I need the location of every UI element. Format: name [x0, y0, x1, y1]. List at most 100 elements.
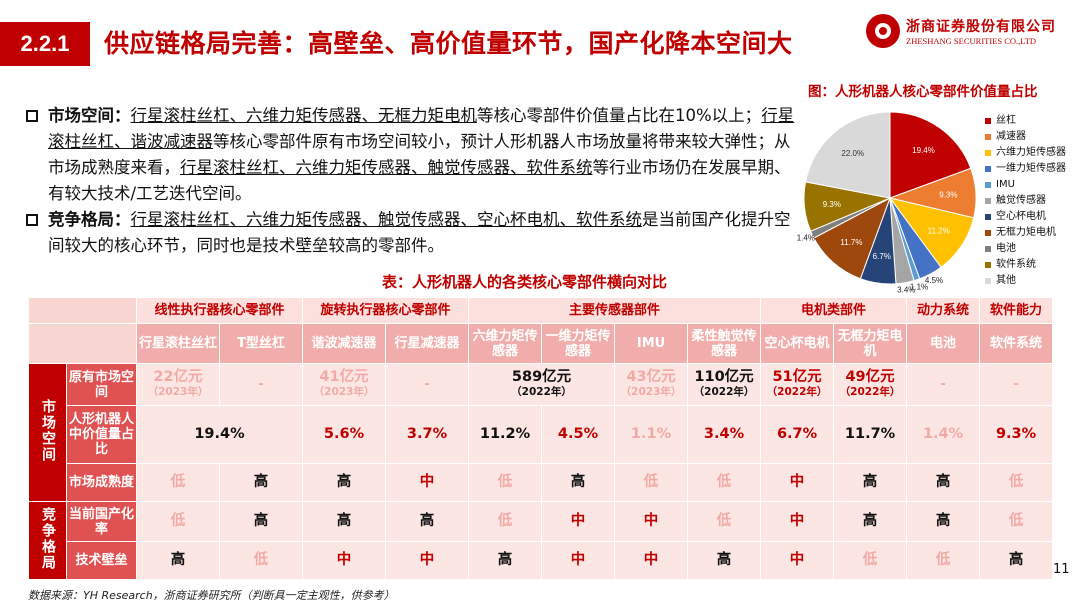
table-cell: 高 — [302, 463, 387, 502]
corner-cell — [28, 297, 137, 324]
legend-label: IMU — [996, 179, 1015, 190]
table-cell: 51亿元 （2022年） — [760, 363, 835, 406]
table-cell: 低 — [906, 541, 981, 580]
table-cell: 高 — [687, 541, 762, 580]
table-cell: 中 — [614, 501, 689, 542]
bullet-competition: 竞争格局：行星滚柱丝杠、六维力矩传感器、触觉传感器、空心杯电机、软件系统是当前国… — [26, 207, 806, 259]
table-cell: 41亿元 （2023年） — [302, 363, 387, 406]
table-cell: 22亿元 （2023年） — [136, 363, 220, 406]
table-cell: 高 — [541, 463, 616, 502]
pie-chart-title: 图：人形机器人核心零部件价值量占比 — [808, 84, 1038, 100]
table-cell: 6.7% — [760, 405, 835, 464]
component-header: 软件系统 — [979, 323, 1054, 364]
legend-item: 减速器 — [985, 129, 1066, 145]
legend-swatch — [985, 150, 991, 156]
group-header: 动力系统 — [906, 297, 981, 324]
page-title: 供应链格局完善：高壁垒、高价值量环节，国产化降本空间大 — [104, 29, 793, 58]
table-cell: 低 — [136, 501, 220, 542]
table-cell: 中 — [541, 541, 616, 580]
pie-legend: 丝杠 减速器 六维力矩传感器 一维力矩传感器 IMU 触觉传感器 空心杯电机 无框力矩电机 电池… — [985, 113, 1066, 289]
pie-slice-10 — [804, 111, 891, 199]
section-label-market: 市场空间 — [28, 363, 67, 502]
legend-label: 丝杠 — [996, 115, 1016, 126]
pie-data-label: 3.4% — [897, 286, 915, 295]
component-header-row: 行星滚柱丝杠 T型丝杠 谐波减速器 行星减速器 六维力矩传感器 一维力矩传感器 … — [28, 323, 1054, 364]
table-cell: 中 — [760, 501, 835, 542]
legend-swatch — [985, 166, 991, 172]
legend-item: 丝杠 — [985, 113, 1066, 129]
bullet-label: 竞争格局： — [48, 210, 131, 229]
table-cell: 中 — [541, 501, 616, 542]
table-cell: - — [979, 363, 1054, 406]
bullet-text: 等核心零部件价值量占比在10%以上； — [477, 106, 762, 125]
legend-swatch — [985, 134, 991, 140]
group-header: 旋转执行器核心零部件 — [302, 297, 470, 324]
legend-swatch — [985, 118, 991, 124]
table-row: 人形机器人中价值量占比 19.4% 5.6% 3.7% 11.2% 4.5% 1… — [29, 405, 1054, 464]
table-cell: 低 — [979, 463, 1054, 502]
group-header-row: 线性执行器核心零部件 旋转执行器核心零部件 主要传感器部件 电机类部件 动力系统… — [28, 297, 1054, 324]
table-cell: 低 — [614, 463, 689, 502]
table-row: 竞争格局 当前国产化率 低 高 高 高 低 中 中 低 中 高 高 低 — [28, 501, 1054, 580]
table-cell: 高 — [833, 463, 908, 502]
checkbox-square-icon — [26, 214, 38, 226]
table-cell: 中 — [302, 541, 387, 580]
row-label: 技术壁垒 — [66, 541, 137, 580]
legend-label: 其他 — [996, 275, 1016, 286]
bullet-text: 行星滚柱丝杠、六维力矩传感器、无框力矩电机 — [130, 106, 478, 125]
table-cell: 9.3% — [979, 405, 1054, 464]
table-cell: 5.6% — [302, 405, 387, 464]
table-cell: 1.1% — [614, 405, 689, 464]
legend-swatch — [985, 182, 991, 188]
component-header: T型丝杠 — [218, 323, 304, 364]
table-row: 市场成熟度 低 高 高 中 低 高 低 低 中 高 高 低 — [29, 463, 1054, 502]
pie-data-label: 9.3% — [939, 191, 957, 200]
component-header: 六维力矩传感器 — [468, 323, 543, 364]
legend-label: 电池 — [996, 243, 1016, 254]
pie-data-label: 4.5% — [925, 276, 943, 285]
table-cell: 高 — [468, 541, 543, 580]
table-cell: 高 — [302, 501, 387, 542]
table-cell: 中 — [760, 541, 835, 580]
source-note: 数据来源：YH Research，浙商证券研究所（判断具一定主观性，供参考） — [28, 589, 395, 602]
table-cell: 中 — [614, 541, 689, 580]
table-cell: 高 — [385, 501, 470, 542]
header: 2.2.1 供应链格局完善：高壁垒、高价值量环节，国产化降本空间大 浙商证券股份… — [0, 0, 1080, 78]
table-cell: 低 — [687, 463, 762, 502]
bullet-text: 等行业市场仍在发展早期、有较大技术/工艺迭代空间。 — [48, 158, 791, 203]
pie-data-label: 11.2% — [928, 226, 950, 235]
table-cell: 低 — [833, 541, 908, 580]
table-cell: 低 — [218, 541, 304, 580]
group-header: 线性执行器核心零部件 — [135, 297, 304, 324]
legend-item: 软件系统 — [985, 257, 1066, 273]
bullet-text: 行星滚柱丝杠、谐波减速器 — [48, 106, 795, 151]
table-cell: 高 — [833, 501, 908, 542]
bullet-text: 行星滚柱丝杠、六维力矩传感器、触觉传感器、软件系统 — [180, 158, 593, 177]
table-row: 技术壁垒 高 低 中 中 高 中 中 高 中 低 低 高 — [29, 541, 1054, 580]
component-header: 柔性触觉传感器 — [687, 323, 762, 364]
section-label-competition: 竞争格局 — [28, 501, 67, 580]
legend-item: 无框力矩电机 — [985, 225, 1066, 241]
legend-item: 六维力矩传感器 — [985, 145, 1066, 161]
row-label: 原有市场空间 — [66, 363, 137, 406]
table-cell: - — [385, 363, 470, 406]
legend-item: 一维力矩传感器 — [985, 161, 1066, 177]
pie-data-label: 11.7% — [840, 238, 862, 247]
component-header: 电池 — [906, 323, 981, 364]
table-cell: 高 — [979, 541, 1054, 580]
legend-label: 减速器 — [996, 131, 1026, 142]
bullet-text: 等核心零部件原有市场空间较小，预计人形机器人市场放量将带来较大弹性；从市场成熟度… — [48, 132, 791, 177]
bullet-list: 市场空间：行星滚柱丝杠、六维力矩传感器、无框力矩电机等核心零部件价值量占比在10… — [26, 103, 806, 259]
component-header: 谐波减速器 — [302, 323, 387, 364]
pie-data-label: 19.4% — [912, 146, 935, 155]
legend-label: 触觉传感器 — [996, 195, 1046, 206]
table-cell: 11.2% — [468, 405, 543, 464]
legend-label: 软件系统 — [996, 259, 1036, 270]
bullet-market-space: 市场空间：行星滚柱丝杠、六维力矩传感器、无框力矩电机等核心零部件价值量占比在10… — [26, 103, 806, 207]
legend-label: 无框力矩电机 — [996, 227, 1056, 238]
row-label: 当前国产化率 — [66, 501, 137, 542]
table-row: 市场空间 原有市场空间 22亿元 （2023年） - 41亿元 （2023年） - … — [28, 363, 1054, 502]
pie-data-label: 9.3% — [823, 200, 841, 209]
table-cell: - — [218, 363, 304, 406]
table-cell: 19.4% — [135, 405, 304, 464]
